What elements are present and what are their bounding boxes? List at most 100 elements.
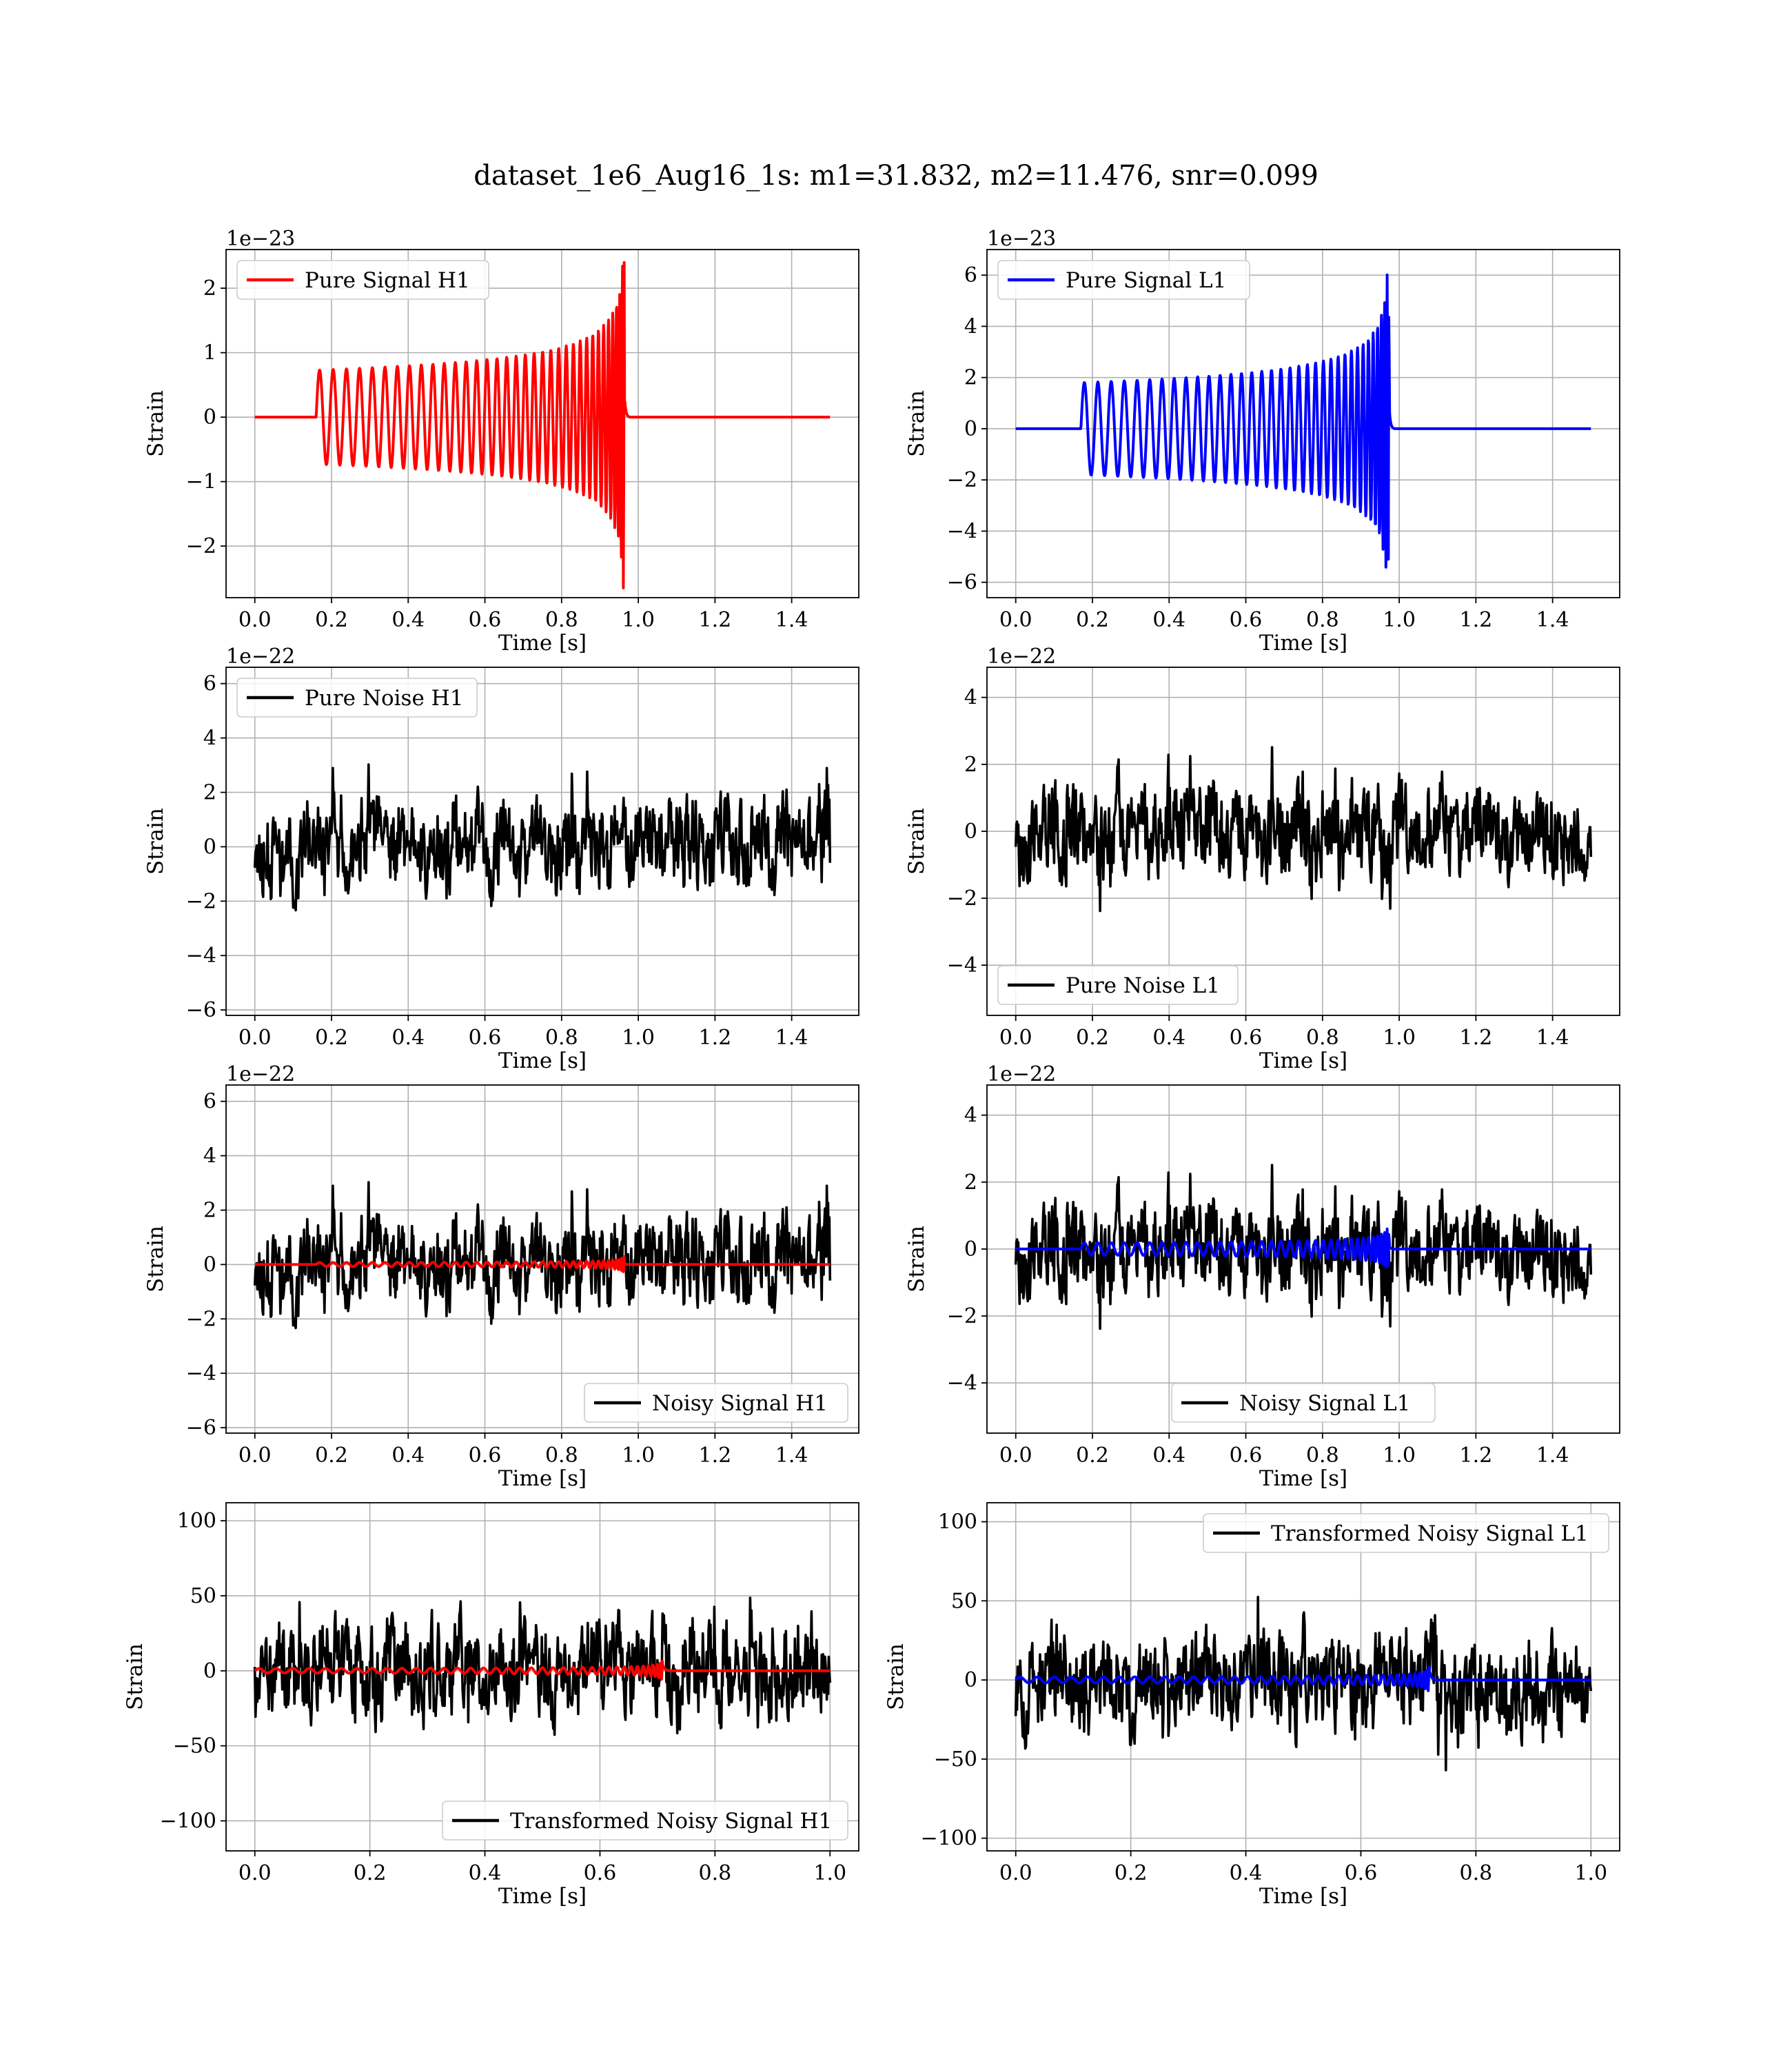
y-tick-label: −4 [186,944,216,968]
legend-box [442,1801,848,1841]
axis-offset-text: 1e−22 [226,645,295,669]
series-line-signal [254,1660,831,1681]
x-tick-label: 0.8 [545,608,578,632]
x-tick-label: 0.0 [238,1861,272,1885]
y-tick-label: −2 [186,534,216,558]
x-tick-label: 0.0 [999,608,1032,632]
x-axis-label: Time [s] [498,631,587,656]
axes-frame [225,667,859,1016]
series-line-signal [1015,1227,1592,1269]
subplot-row4-right: 0.0 0.2 0.4 0.6 0.8 1.0 −100 −50 0 50 100 Time [s] S… [884,1502,1620,1909]
series-line-signal [254,1255,831,1273]
x-tick-label: 1.2 [1460,1026,1493,1050]
y-tick-label: 0 [203,1659,216,1683]
x-tick-label: 0.2 [315,1443,348,1468]
x-tick-label: 0.6 [469,1443,502,1468]
x-tick-label: 0.8 [545,1026,578,1050]
axes-frame [225,1502,859,1852]
x-tick-label: 0.2 [315,608,348,632]
y-tick-label: 4 [964,1104,977,1128]
y-tick-label: −6 [947,571,977,595]
legend: Pure Noise L1 [997,965,1239,1005]
y-tick-label: 4 [203,727,216,751]
y-tick-label: −2 [947,468,977,492]
x-tick-label: 1.4 [1536,1443,1569,1468]
subplot-row3-left: 0.0 0.2 0.4 0.6 0.8 1.0 1.2 1.4 −6 −4 −2 0 2 4 6 Time [… [143,1062,859,1491]
y-axis-label: Strain [884,1643,908,1710]
y-tick-label: 1 [203,341,216,365]
x-tick-label: 0.4 [1230,1861,1263,1885]
y-tick-label: 0 [964,417,977,441]
x-tick-label: 0.0 [238,608,272,632]
axis-offset-text: 1e−22 [987,1062,1056,1086]
x-tick-label: 1.4 [1536,1026,1569,1050]
x-tick-label: 1.0 [622,1026,655,1050]
y-tick-label: 100 [177,1509,216,1533]
y-tick-label: 4 [964,686,977,710]
x-tick-label: 0.2 [315,1026,348,1050]
x-axis-label: Time [s] [1259,631,1347,656]
subplot-row2-left: 0.0 0.2 0.4 0.6 0.8 1.0 1.2 1.4 −6 −4 −2 0 2 4 6 Time [… [143,645,859,1073]
y-axis-label: Strain [143,808,168,875]
x-tick-label: 0.2 [354,1861,387,1885]
y-tick-label: 4 [964,314,977,338]
axis-offset-text: 1e−23 [987,227,1056,251]
figure-title: dataset_1e6_Aug16_1s: m1=31.832, m2=11.4… [474,160,1318,192]
y-tick-label: −2 [947,1304,977,1328]
legend-label: Noisy Signal L1 [1239,1391,1411,1416]
x-tick-label: 1.0 [622,608,655,632]
y-tick-label: 0 [964,1668,977,1692]
legend-box [997,260,1250,300]
x-tick-label: 0.0 [999,1443,1032,1468]
axes-frame [225,1084,859,1434]
x-tick-label: 0.4 [469,1861,502,1885]
series-line-noise [253,1596,832,1736]
x-tick-label: 0.4 [1152,1026,1185,1050]
series-line-signal [254,261,831,589]
y-tick-label: −2 [186,1307,216,1331]
legend: Transformed Noisy Signal H1 [442,1801,848,1841]
legend: Transformed Noisy Signal L1 [1203,1513,1609,1553]
legend: Noisy Signal L1 [1171,1383,1436,1423]
x-tick-label: 1.0 [1574,1861,1607,1885]
y-tick-label: 50 [190,1584,216,1608]
subplot-row1-left: 0.0 0.2 0.4 0.6 0.8 1.0 1.2 1.4 −2 −1 0 1 2 Time [s] S… [143,227,859,656]
x-axis-label: Time [s] [498,1048,587,1073]
x-tick-label: 0.0 [238,1026,272,1050]
axis-offset-text: 1e−22 [987,645,1056,669]
y-tick-label: 4 [203,1144,216,1168]
axes-frame [225,249,859,598]
x-tick-label: 0.4 [1152,608,1185,632]
y-tick-label: −100 [921,1827,977,1851]
y-tick-label: 2 [964,1170,977,1195]
y-tick-label: 2 [203,780,216,804]
x-tick-label: 1.0 [1383,1026,1416,1050]
y-tick-label: 6 [203,672,216,696]
y-tick-label: −100 [160,1809,216,1833]
y-tick-label: −1 [186,470,216,494]
x-tick-label: 0.2 [1076,1443,1109,1468]
y-tick-label: 100 [938,1510,977,1534]
legend-box [584,1383,848,1423]
x-tick-label: 1.0 [813,1861,846,1885]
x-tick-label: 0.0 [999,1026,1032,1050]
x-tick-label: 0.6 [1230,1026,1263,1050]
legend: Pure Signal H1 [236,260,489,300]
x-tick-label: 0.4 [391,608,425,632]
x-tick-label: 0.6 [469,608,502,632]
legend-label: Pure Noise L1 [1066,973,1220,998]
x-tick-label: 0.4 [1152,1443,1185,1468]
x-axis-label: Time [s] [1259,1048,1347,1073]
subplot-row2-right: 0.0 0.2 0.4 0.6 0.8 1.0 1.2 1.4 −4 −2 0 2 4 Time [s] S… [904,645,1620,1073]
x-tick-label: 1.2 [1460,608,1493,632]
y-axis-label: Strain [904,808,929,875]
y-axis-label: Strain [904,1226,929,1292]
series-line-noise [1014,746,1593,913]
x-tick-label: 1.2 [699,1026,732,1050]
y-tick-label: 50 [951,1589,977,1613]
x-tick-label: 1.4 [775,1026,808,1050]
y-tick-label: −50 [934,1747,977,1772]
y-tick-label: 0 [203,1253,216,1277]
series-line-noise [1014,1164,1593,1330]
